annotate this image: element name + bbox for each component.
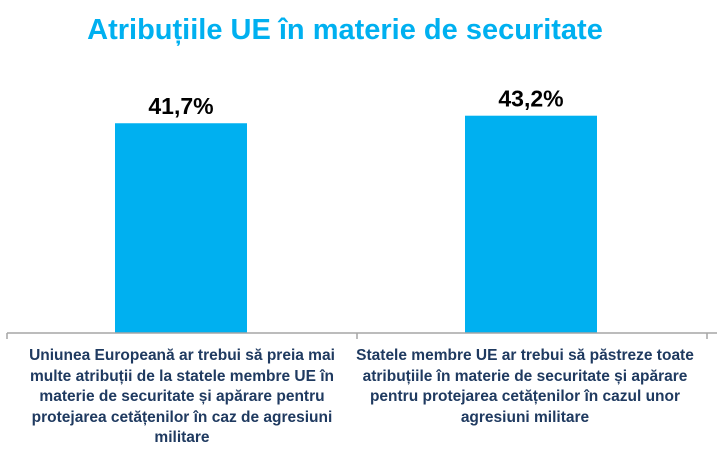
- chart-title: Atribuțiile UE în materie de securitate: [87, 14, 603, 46]
- category-label: Uniunea Europeană ar trebui să preia mai…: [29, 347, 335, 446]
- data-label: 41,7%: [148, 93, 213, 119]
- category-label: Statele membre UE ar trebui să păstreze …: [356, 347, 694, 426]
- bar: [115, 123, 247, 334]
- bar: [465, 115, 597, 333]
- data-label: 43,2%: [498, 86, 563, 112]
